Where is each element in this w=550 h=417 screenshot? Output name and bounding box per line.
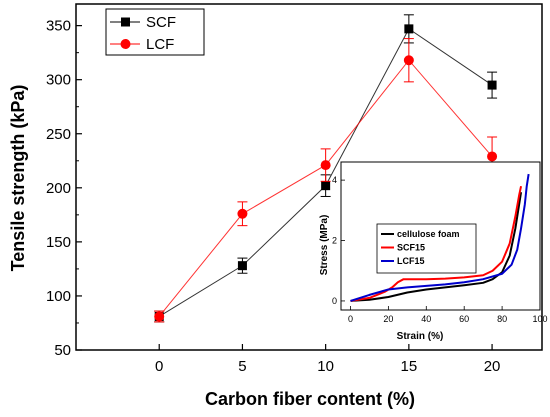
- data-point-LCF: [403, 55, 414, 66]
- legend-label-SCF: SCF: [146, 14, 176, 31]
- inset-series-group: [350, 173, 530, 302]
- inset-y-tick-label: 2: [332, 236, 337, 246]
- legend-marker-LCF: [120, 39, 131, 49]
- inset-legend: cellulose foam SCF15 LCF15: [376, 223, 477, 274]
- inset-curve-cellulose-foam: [350, 192, 523, 302]
- inset-y-tick-label: 4: [332, 175, 337, 185]
- inset-legend-label-cellulose-foam: cellulose foam: [397, 229, 460, 239]
- legend-label-LCF: LCF: [146, 36, 174, 53]
- data-point-SCF: [487, 80, 497, 90]
- x-axis-title: Carbon fiber content (%): [205, 389, 415, 409]
- inset-y-tick-label: 0: [332, 296, 337, 306]
- inset-curve-LCF15: [350, 173, 530, 302]
- inset-x-tick-label: 100: [532, 314, 547, 324]
- data-point-SCF: [237, 261, 247, 271]
- y-tick-label: 100: [46, 288, 71, 305]
- data-point-SCF: [404, 24, 414, 34]
- data-point-SCF: [321, 181, 331, 191]
- x-tick-label: 20: [484, 358, 501, 375]
- inset-chart: 0 20 40 60 80 100 0 2 4 cellulose foam SCF15 LCF15…: [319, 161, 548, 342]
- y-tick-label: 200: [46, 180, 71, 197]
- inset-x-tick-label: 0: [348, 314, 353, 324]
- y-tick-label: 350: [46, 18, 71, 35]
- inset-ticks: 0 20 40 60 80 100 0 2 4: [332, 175, 548, 324]
- x-tick-label: 10: [317, 358, 334, 375]
- main-legend: SCF LCF: [105, 8, 205, 56]
- y-tick-label: 300: [46, 72, 71, 89]
- inset-x-tick-label: 40: [421, 314, 431, 324]
- inset-legend-label-LCF15: LCF15: [397, 256, 425, 266]
- x-tick-label: 5: [238, 358, 246, 375]
- data-point-LCF: [237, 208, 248, 219]
- inset-y-axis-title: Stress (MPa): [319, 215, 330, 276]
- data-point-LCF: [487, 151, 498, 162]
- y-tick-label: 150: [46, 234, 71, 251]
- x-tick-label: 15: [401, 358, 418, 375]
- plot-frame: [75, 3, 543, 351]
- inset-legend-label-SCF15: SCF15: [397, 243, 425, 253]
- legend-marker-SCF: [121, 17, 130, 27]
- inset-x-tick-label: 80: [497, 314, 507, 324]
- inset-x-tick-label: 20: [383, 314, 393, 324]
- inset-x-tick-label: 60: [459, 314, 469, 324]
- main-series-group: [154, 14, 498, 323]
- inset-x-axis-title: Strain (%): [397, 331, 444, 342]
- x-tick-label: 0: [155, 358, 163, 375]
- y-axis-title: Tensile strength (kPa): [8, 85, 28, 272]
- y-tick-label: 50: [54, 342, 71, 359]
- data-point-LCF: [320, 160, 331, 171]
- data-point-LCF: [154, 311, 165, 322]
- y-tick-label: 250: [46, 126, 71, 143]
